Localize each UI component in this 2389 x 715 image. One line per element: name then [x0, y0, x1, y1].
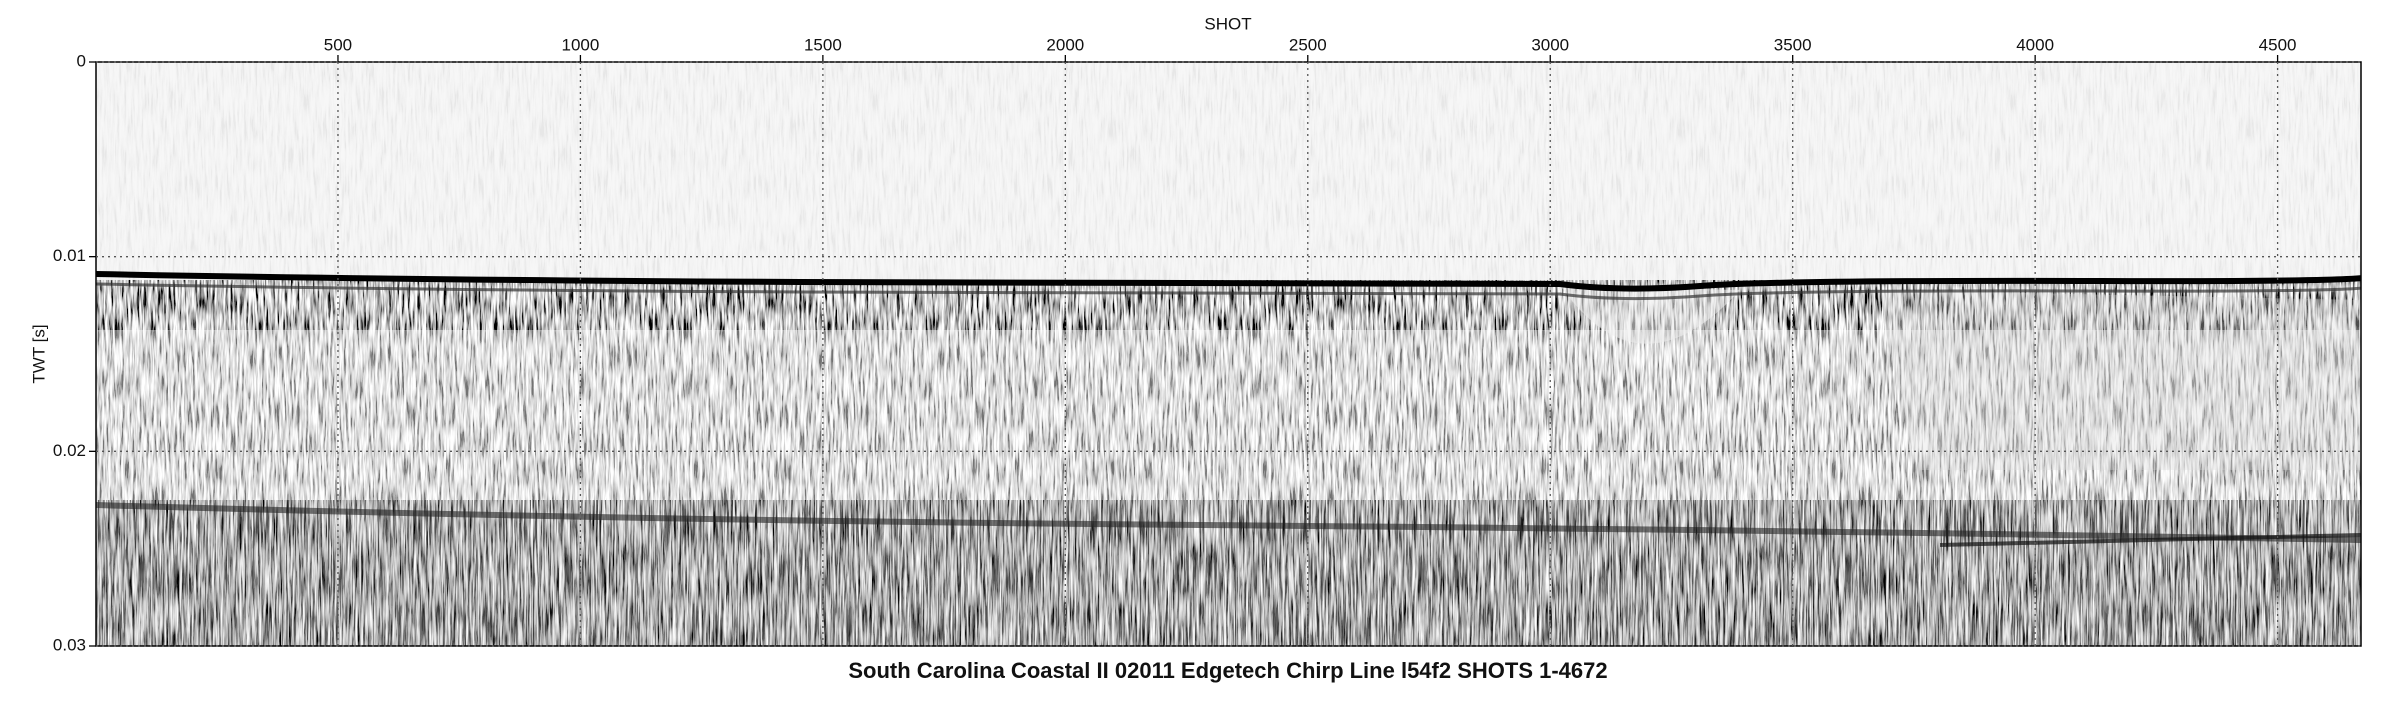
y-tick-label: 0.01	[53, 246, 86, 265]
x-tick-label: 3500	[1774, 35, 1812, 54]
x-tick-label: 1000	[562, 35, 600, 54]
x-tick-label: 4500	[2259, 35, 2297, 54]
y-tick-label: 0	[77, 51, 86, 70]
y-axis-label: TWT [s]	[29, 324, 48, 383]
x-tick-label: 2500	[1289, 35, 1327, 54]
x-tick-label: 1500	[804, 35, 842, 54]
y-tick-label: 0.03	[53, 635, 86, 654]
plot-frame	[95, 61, 2362, 647]
chart-title: South Carolina Coastal II 02011 Edgetech…	[848, 658, 1607, 683]
x-axis-label: SHOT	[1204, 14, 1251, 33]
x-tick-label: 4000	[2016, 35, 2054, 54]
seismic-image	[96, 62, 2361, 646]
y-tick-label: 0.02	[53, 441, 86, 460]
x-tick-label: 500	[324, 35, 352, 54]
x-tick-label: 2000	[1046, 35, 1084, 54]
x-tick-label: 3000	[1531, 35, 1569, 54]
